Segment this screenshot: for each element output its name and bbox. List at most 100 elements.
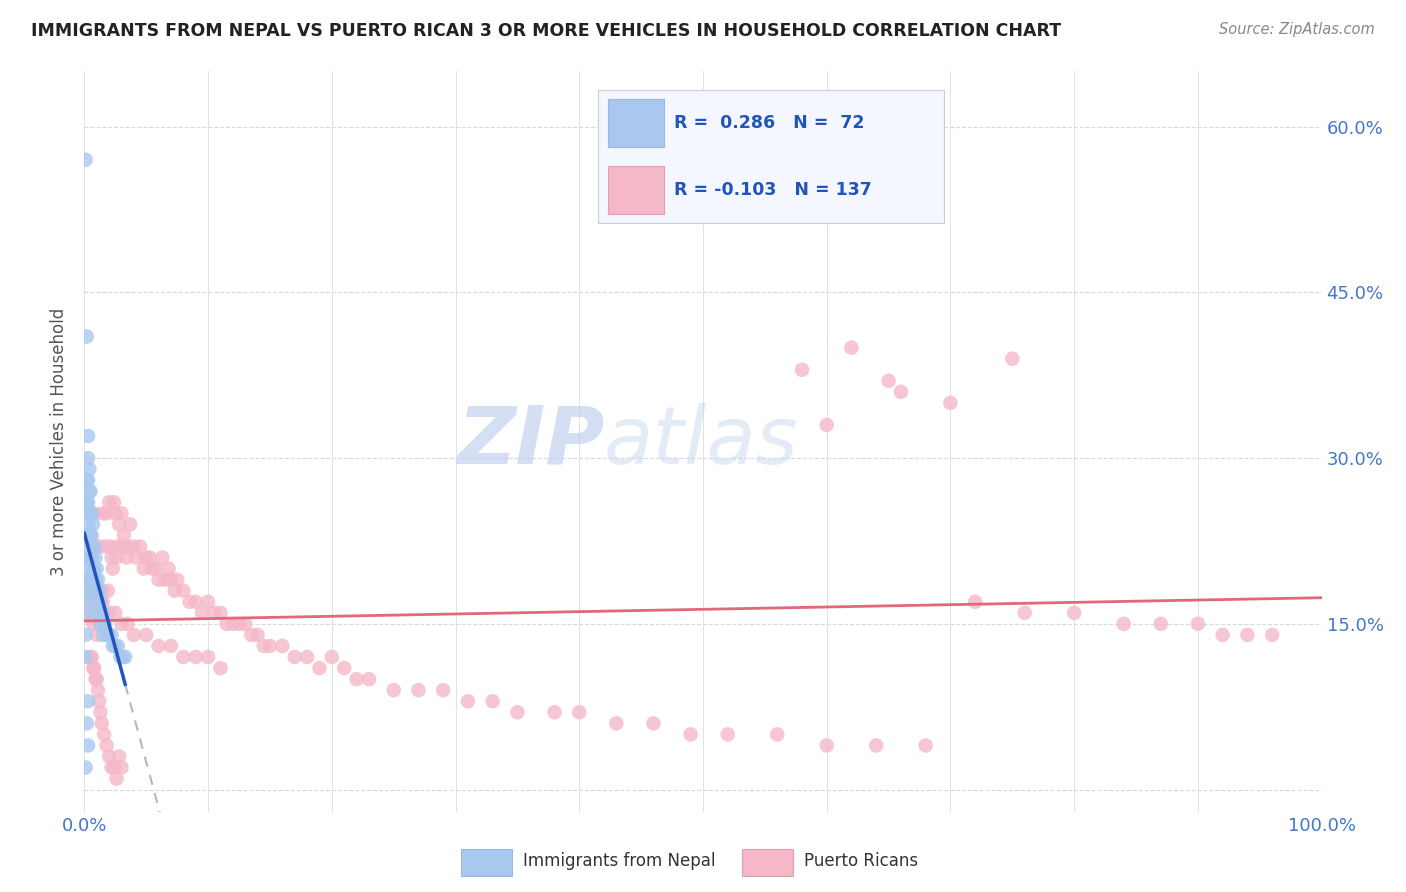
Point bbox=[76, 495, 98, 509]
Point bbox=[202, 606, 225, 620]
Point bbox=[75, 628, 97, 642]
Point bbox=[117, 540, 139, 554]
Point bbox=[543, 706, 565, 720]
Point bbox=[865, 739, 887, 753]
Point bbox=[228, 616, 250, 631]
Point bbox=[77, 583, 100, 598]
Point bbox=[82, 561, 104, 575]
Text: atlas: atlas bbox=[605, 402, 799, 481]
Point bbox=[91, 628, 114, 642]
Point bbox=[90, 716, 112, 731]
Point bbox=[1212, 628, 1234, 642]
Point bbox=[77, 517, 100, 532]
Text: ZIP: ZIP bbox=[457, 402, 605, 481]
Point bbox=[86, 561, 108, 575]
Point bbox=[77, 495, 100, 509]
Point bbox=[271, 639, 294, 653]
Point bbox=[97, 583, 120, 598]
Point bbox=[79, 484, 101, 499]
Point bbox=[87, 683, 110, 698]
Point bbox=[79, 507, 101, 521]
Y-axis label: 3 or more Vehicles in Household: 3 or more Vehicles in Household bbox=[51, 308, 69, 575]
Point bbox=[79, 650, 101, 665]
Point bbox=[75, 606, 97, 620]
Point bbox=[110, 507, 132, 521]
Point bbox=[79, 573, 101, 587]
Point bbox=[89, 616, 111, 631]
Point bbox=[80, 528, 103, 542]
Point bbox=[308, 661, 330, 675]
Point bbox=[605, 716, 627, 731]
Text: Source: ZipAtlas.com: Source: ZipAtlas.com bbox=[1219, 22, 1375, 37]
Point bbox=[76, 329, 98, 343]
Point bbox=[145, 561, 167, 575]
Point bbox=[89, 694, 111, 708]
Point bbox=[77, 473, 100, 487]
Point bbox=[139, 550, 162, 565]
Point bbox=[191, 606, 214, 620]
Point bbox=[86, 628, 108, 642]
Point bbox=[766, 727, 789, 741]
Point bbox=[93, 727, 115, 741]
Point bbox=[432, 683, 454, 698]
Point bbox=[96, 739, 118, 753]
Point bbox=[215, 616, 238, 631]
Point bbox=[179, 595, 201, 609]
Point bbox=[83, 540, 105, 554]
Point bbox=[98, 606, 121, 620]
Point bbox=[91, 606, 114, 620]
Point bbox=[75, 650, 97, 665]
Point bbox=[101, 639, 124, 653]
Point bbox=[965, 595, 987, 609]
Point bbox=[184, 595, 207, 609]
Point bbox=[76, 716, 98, 731]
Point bbox=[939, 396, 962, 410]
Point bbox=[89, 606, 111, 620]
Point bbox=[246, 628, 269, 642]
Point bbox=[890, 384, 912, 399]
Point bbox=[110, 616, 132, 631]
Point bbox=[506, 706, 529, 720]
Point bbox=[79, 507, 101, 521]
Point bbox=[94, 540, 117, 554]
FancyBboxPatch shape bbox=[742, 849, 793, 876]
Point bbox=[79, 573, 101, 587]
Point bbox=[1236, 628, 1258, 642]
Point bbox=[93, 616, 115, 631]
Point bbox=[93, 616, 115, 631]
FancyBboxPatch shape bbox=[461, 849, 512, 876]
Point bbox=[100, 550, 122, 565]
Point bbox=[90, 606, 112, 620]
Point bbox=[111, 540, 134, 554]
Point bbox=[75, 760, 97, 774]
Point bbox=[87, 573, 110, 587]
Point bbox=[1001, 351, 1024, 366]
Point bbox=[135, 628, 157, 642]
Point bbox=[89, 616, 111, 631]
Point bbox=[75, 583, 97, 598]
Point bbox=[89, 606, 111, 620]
Point bbox=[89, 595, 111, 609]
Point bbox=[77, 561, 100, 575]
Point bbox=[101, 561, 124, 575]
Point bbox=[96, 628, 118, 642]
Point bbox=[914, 739, 936, 753]
Point bbox=[77, 694, 100, 708]
Point bbox=[333, 661, 356, 675]
Point bbox=[98, 628, 121, 642]
Point bbox=[82, 540, 104, 554]
Point bbox=[79, 462, 101, 476]
Point bbox=[80, 606, 103, 620]
Point bbox=[76, 528, 98, 542]
Point bbox=[457, 694, 479, 708]
Point bbox=[98, 540, 121, 554]
Point bbox=[79, 550, 101, 565]
Point bbox=[172, 650, 194, 665]
Point bbox=[84, 672, 107, 686]
Point bbox=[148, 639, 170, 653]
Point bbox=[115, 550, 138, 565]
Point bbox=[100, 628, 122, 642]
Point bbox=[80, 550, 103, 565]
Point bbox=[104, 606, 127, 620]
Point bbox=[172, 583, 194, 598]
